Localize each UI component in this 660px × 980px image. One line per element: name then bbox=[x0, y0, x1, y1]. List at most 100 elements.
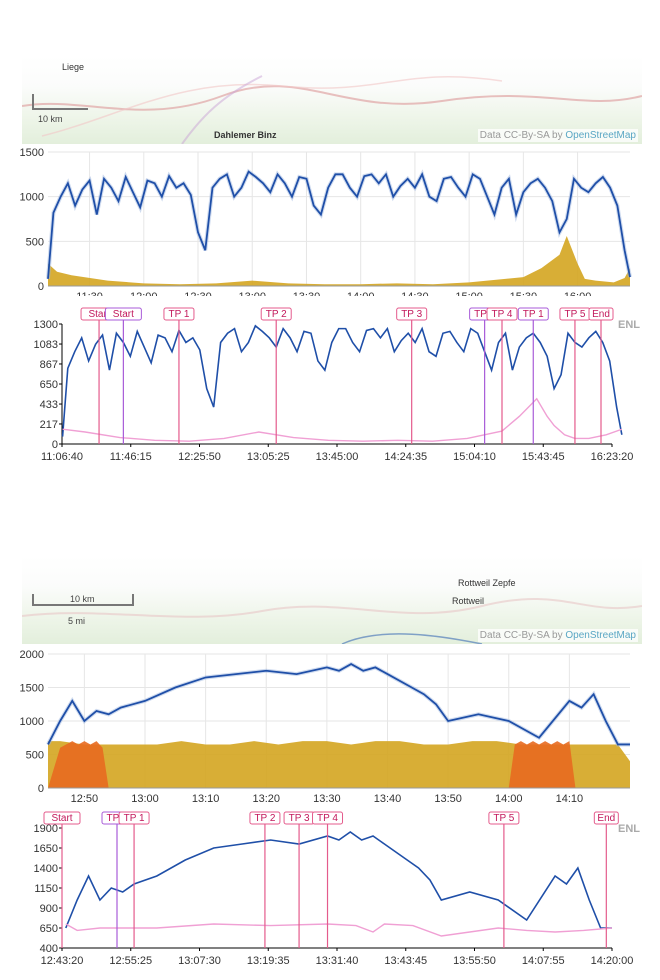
y-tick-label: 217 bbox=[40, 419, 58, 431]
turnpoint-label: End bbox=[597, 813, 615, 824]
x-tick-label: 14:24:35 bbox=[384, 451, 427, 463]
turnpoint-label: TP 1 bbox=[168, 309, 189, 320]
map-attribution: Data CC-By-SA by OpenStreetMap bbox=[478, 129, 638, 142]
altitude-line bbox=[48, 664, 630, 744]
x-tick-label: 13:20 bbox=[252, 793, 280, 805]
scale-bar bbox=[32, 94, 88, 110]
y-tick-label: 1400 bbox=[34, 863, 58, 875]
altitude-line bbox=[66, 832, 612, 928]
x-tick-label: 12:50 bbox=[71, 793, 99, 805]
x-tick-label: 15:43:45 bbox=[522, 451, 565, 463]
barogram-chart-1: 1500 1000 500 0 11:30 12:00 12:30 13:00 13:30 14:… bbox=[0, 144, 660, 296]
y-tick-label: 400 bbox=[40, 943, 58, 955]
x-tick-label: 14:07:55 bbox=[522, 955, 565, 967]
x-tick-label: 12:00 bbox=[130, 291, 158, 296]
scale-label-primary: 10 km bbox=[38, 114, 63, 124]
enl-line bbox=[63, 399, 622, 441]
scale-label-secondary: 5 mi bbox=[68, 616, 85, 626]
y-tick-label: 650 bbox=[40, 379, 58, 391]
turnpoint-label: TP 1 bbox=[523, 309, 544, 320]
map-place-2: Dahlemer Binz bbox=[214, 130, 277, 140]
turnpoint-label: TP 4 bbox=[492, 309, 513, 320]
y-tick-label: 1300 bbox=[34, 319, 58, 331]
y-tick-label: 2000 bbox=[20, 649, 44, 661]
turnpoint-label: TP 2 bbox=[266, 309, 287, 320]
x-tick-label: 12:55:25 bbox=[109, 955, 152, 967]
x-tick-label: 11:06:40 bbox=[41, 451, 83, 463]
y-tick-label: 433 bbox=[40, 399, 58, 411]
osm-link[interactable]: OpenStreetMap bbox=[565, 130, 636, 141]
x-tick-label: 16:00 bbox=[564, 291, 592, 296]
turnpoint-label: TP 4 bbox=[317, 813, 338, 824]
x-tick-label: 13:45:00 bbox=[316, 451, 359, 463]
x-tick-label: 13:30 bbox=[313, 793, 341, 805]
x-tick-label: 15:04:10 bbox=[453, 451, 496, 463]
x-tick-label: 13:31:40 bbox=[316, 955, 359, 967]
x-tick-label: 13:19:35 bbox=[247, 955, 290, 967]
x-tick-label: 15:30 bbox=[510, 291, 538, 296]
x-tick-label: 13:07:30 bbox=[178, 955, 221, 967]
x-tick-label: 12:30 bbox=[184, 291, 212, 296]
area-series-1 bbox=[48, 236, 630, 286]
y-tick-label: 1500 bbox=[20, 683, 44, 695]
map-panel-1[interactable]: Liege Dahlemer Binz 10 km Data CC-By-SA … bbox=[22, 56, 642, 144]
y-tick-label: 0 bbox=[38, 783, 44, 795]
y-tick-label: 500 bbox=[26, 236, 44, 248]
x-tick-label: 16:23:20 bbox=[591, 451, 634, 463]
map-attribution: Data CC-By-SA by OpenStreetMap bbox=[478, 629, 638, 642]
x-tick-label: 15:00 bbox=[455, 291, 483, 296]
y-tick-label: 1150 bbox=[34, 883, 58, 895]
scale-label-primary: 10 km bbox=[70, 594, 95, 604]
y-tick-label: 867 bbox=[40, 359, 58, 371]
map-place-1: Liege bbox=[62, 62, 84, 72]
enl-label: ENL bbox=[618, 319, 640, 331]
x-tick-label: 13:30 bbox=[293, 291, 321, 296]
enl-chart-1: 1300 1083 867 650 433 217 011:06:40 11:46:15 12:… bbox=[0, 304, 660, 464]
y-tick-label: 0 bbox=[52, 439, 58, 451]
x-tick-label: 14:00 bbox=[495, 793, 523, 805]
map-place-1: Rottweil Zepfe bbox=[458, 578, 516, 588]
x-tick-label: 14:00 bbox=[347, 291, 375, 296]
x-tick-label: 13:43:45 bbox=[384, 955, 427, 967]
x-tick-label: 12:43:20 bbox=[41, 955, 84, 967]
enl-label: ENL bbox=[618, 823, 640, 835]
turnpoint-label: TP 3 bbox=[401, 309, 422, 320]
barogram-chart-2: 2000 1500 1000 500 0 12:50 13:00 13:10 13:20 13:3… bbox=[0, 646, 660, 806]
y-tick-label: 1000 bbox=[20, 192, 44, 204]
y-tick-label: 1500 bbox=[20, 147, 44, 159]
x-tick-label: 13:55:50 bbox=[453, 955, 496, 967]
x-tick-label: 11:46:15 bbox=[110, 451, 152, 463]
map-panel-2[interactable]: Rottweil Zepfe Rottweil 10 km 5 mi Data … bbox=[22, 556, 642, 644]
y-tick-label: 1000 bbox=[20, 716, 44, 728]
y-tick-label: 500 bbox=[26, 750, 44, 762]
x-tick-label: 13:05:25 bbox=[247, 451, 290, 463]
enl-line bbox=[66, 924, 612, 936]
altitude-halo bbox=[48, 172, 630, 279]
turnpoint-label: TP 5 bbox=[564, 309, 585, 320]
turnpoint-label: TP 1 bbox=[124, 813, 145, 824]
turnpoint-label: TP 2 bbox=[254, 813, 275, 824]
y-tick-label: 900 bbox=[40, 903, 58, 915]
turnpoint-label: Start bbox=[113, 309, 134, 320]
x-tick-label: 12:25:50 bbox=[178, 451, 221, 463]
osm-link[interactable]: OpenStreetMap bbox=[565, 630, 636, 641]
x-tick-label: 13:00 bbox=[238, 291, 266, 296]
x-tick-label: 14:10 bbox=[556, 793, 584, 805]
x-tick-label: 14:30 bbox=[401, 291, 429, 296]
x-tick-label: 13:10 bbox=[192, 793, 220, 805]
y-tick-label: 1083 bbox=[34, 339, 58, 351]
x-tick-label: 13:00 bbox=[131, 793, 159, 805]
turnpoint-label: Start bbox=[51, 813, 72, 824]
y-tick-label: 1900 bbox=[34, 823, 58, 835]
map-place-2: Rottweil bbox=[452, 596, 484, 606]
altitude-line bbox=[63, 326, 622, 437]
x-tick-label: 14:20:00 bbox=[591, 955, 634, 967]
x-tick-label: 13:50 bbox=[434, 793, 462, 805]
y-tick-label: 0 bbox=[38, 281, 44, 293]
turnpoint-label: End bbox=[592, 309, 610, 320]
turnpoint-label: TP 5 bbox=[493, 813, 514, 824]
x-tick-label: 11:30 bbox=[76, 291, 103, 296]
y-tick-label: 650 bbox=[40, 923, 58, 935]
y-tick-label: 1650 bbox=[34, 843, 58, 855]
